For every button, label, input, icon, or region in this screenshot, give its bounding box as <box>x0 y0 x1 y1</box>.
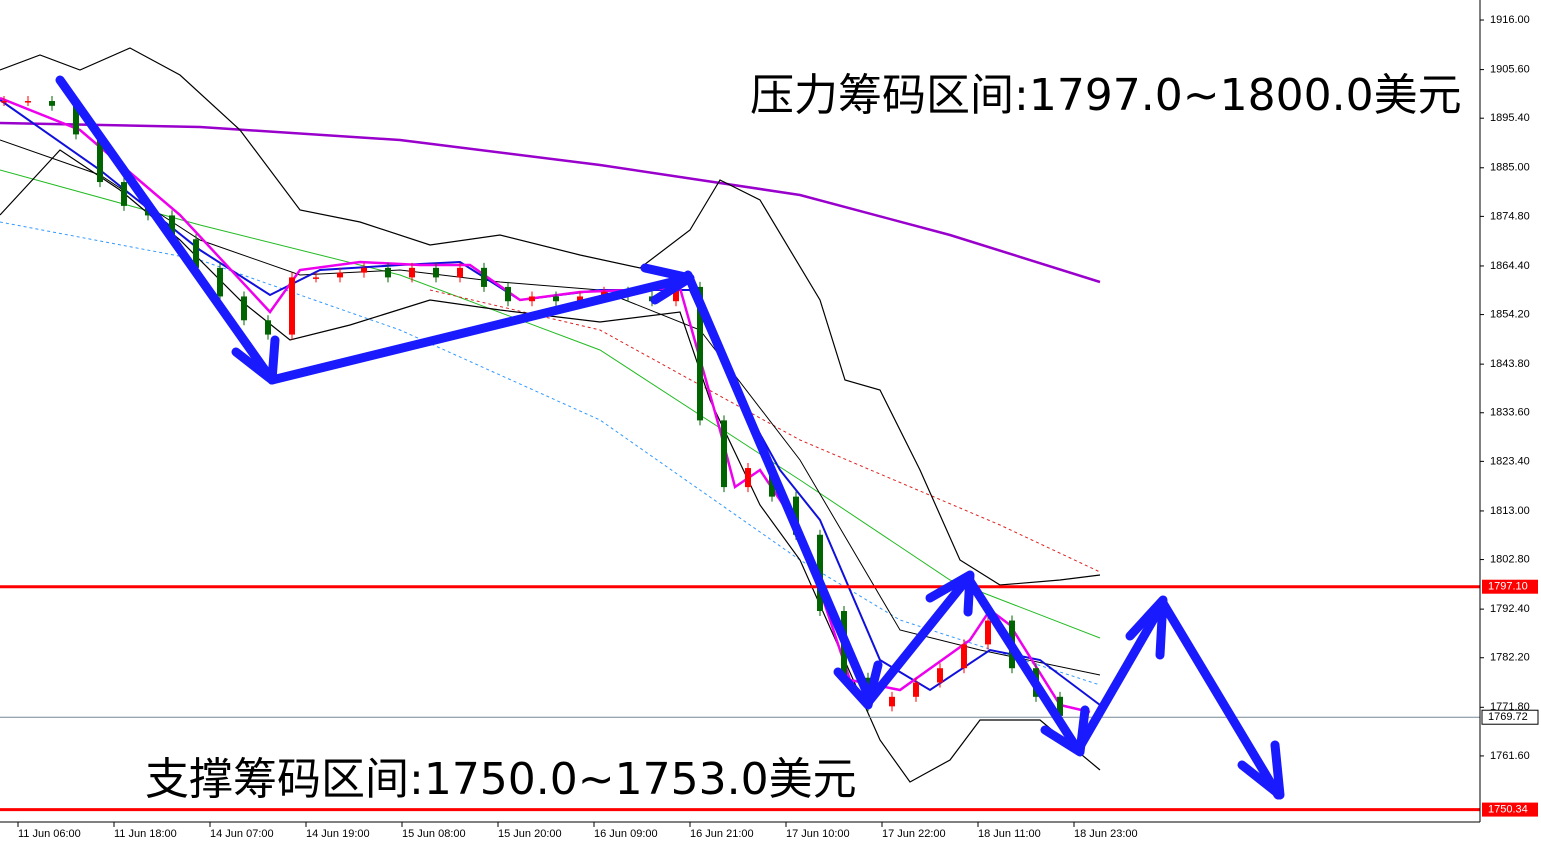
current-price-label: 1769.72 <box>1488 711 1528 723</box>
candle <box>73 105 79 135</box>
candle <box>937 668 943 683</box>
candle <box>721 420 727 488</box>
candle <box>433 267 439 278</box>
level-label-box <box>1482 802 1538 817</box>
x-tick-label: 16 Jun 09:00 <box>594 828 658 840</box>
arrow-head <box>925 570 975 617</box>
y-tick-label: 1905.60 <box>1490 63 1530 75</box>
candle <box>913 682 919 697</box>
candle <box>193 239 199 268</box>
x-tick-label: 14 Jun 19:00 <box>306 828 370 840</box>
candle <box>1 101 7 103</box>
x-tick-label: 17 Jun 10:00 <box>786 828 850 840</box>
candle <box>529 296 535 302</box>
x-tick-label: 18 Jun 23:00 <box>1074 828 1138 840</box>
ma-green <box>0 169 1101 639</box>
candle <box>25 101 31 103</box>
candle <box>385 267 391 278</box>
candle <box>409 267 415 278</box>
y-tick-label: 1864.40 <box>1490 260 1530 272</box>
x-tick-label: 17 Jun 22:00 <box>882 828 946 840</box>
levels: 1797.10 1750.34 1769.72 <box>0 579 1539 817</box>
x-tick-label: 14 Jun 07:00 <box>210 828 274 840</box>
candle <box>289 277 295 335</box>
arrow-head <box>1125 595 1168 660</box>
candle <box>481 267 487 287</box>
candle <box>673 286 679 302</box>
x-tick-label: 18 Jun 11:00 <box>978 828 1041 840</box>
candle <box>337 272 343 278</box>
candle <box>457 267 463 278</box>
y-tick-label: 1885.00 <box>1490 162 1530 174</box>
arrows <box>55 75 1285 800</box>
candle <box>313 277 319 279</box>
arrow-head <box>1040 705 1090 757</box>
candle <box>1057 696 1063 716</box>
candle <box>217 267 223 297</box>
y-tick-label: 1874.80 <box>1490 210 1530 222</box>
y-tick-label: 1895.40 <box>1490 112 1530 124</box>
support-annotation: 支撑筹码区间:1750.0~1753.0美元 <box>145 754 857 805</box>
candle <box>793 496 799 535</box>
candle <box>241 296 247 321</box>
candle <box>265 320 271 335</box>
arrow-head <box>1237 740 1285 800</box>
x-tick-label: 11 Jun 18:00 <box>114 828 177 840</box>
x-tick-label: 16 Jun 21:00 <box>690 828 754 840</box>
y-tick-label: 1854.20 <box>1490 308 1530 320</box>
candle <box>505 286 511 302</box>
y-tick-label: 1843.80 <box>1490 358 1530 370</box>
y-tick-label: 1792.40 <box>1490 603 1530 615</box>
level-label: 1750.34 <box>1488 803 1528 815</box>
ma-purple <box>0 121 1101 284</box>
y-tick-label: 1823.40 <box>1490 455 1530 467</box>
candle <box>169 215 175 240</box>
y-tick-label: 1916.00 <box>1490 14 1530 26</box>
candle <box>577 296 583 302</box>
arrow-head <box>833 660 883 710</box>
level-label-box <box>1482 579 1538 594</box>
time-axis: 11 Jun 06:00 11 Jun 18:00 14 Jun 07:00 14 J… <box>17 822 1138 840</box>
bollinger-lower <box>0 149 1101 783</box>
candle <box>121 182 127 206</box>
bollinger-upper <box>0 47 1101 586</box>
candle <box>745 468 751 488</box>
y-tick-label: 1833.60 <box>1490 407 1530 419</box>
candle <box>889 696 895 707</box>
candle <box>97 134 103 183</box>
y-tick-label: 1802.80 <box>1490 553 1530 565</box>
level-label: 1797.10 <box>1488 581 1528 593</box>
price-axis: 1916.00 1905.60 1895.40 1885.00 1874.80 1864.… <box>1480 14 1530 762</box>
y-tick-label: 1813.00 <box>1490 505 1530 517</box>
x-tick-label: 15 Jun 08:00 <box>402 828 466 840</box>
current-price-box <box>1481 709 1539 725</box>
x-tick-label: 15 Jun 20:00 <box>498 828 562 840</box>
x-tick-label: 11 Jun 06:00 <box>18 828 81 840</box>
bollinger-middle <box>0 139 1101 676</box>
candle <box>961 644 967 669</box>
arrow-head <box>231 335 280 385</box>
y-tick-label: 1771.80 <box>1490 701 1530 713</box>
resistance-annotation: 压力筹码区间:1797.0~1800.0美元 <box>750 70 1462 121</box>
candle <box>697 286 703 421</box>
candle <box>553 296 559 302</box>
candle <box>985 620 991 645</box>
candle <box>361 267 367 273</box>
y-tick-label: 1782.20 <box>1490 652 1530 664</box>
candle <box>49 101 55 106</box>
arrow-path <box>683 270 1283 800</box>
y-tick-label: 1761.60 <box>1490 750 1530 762</box>
